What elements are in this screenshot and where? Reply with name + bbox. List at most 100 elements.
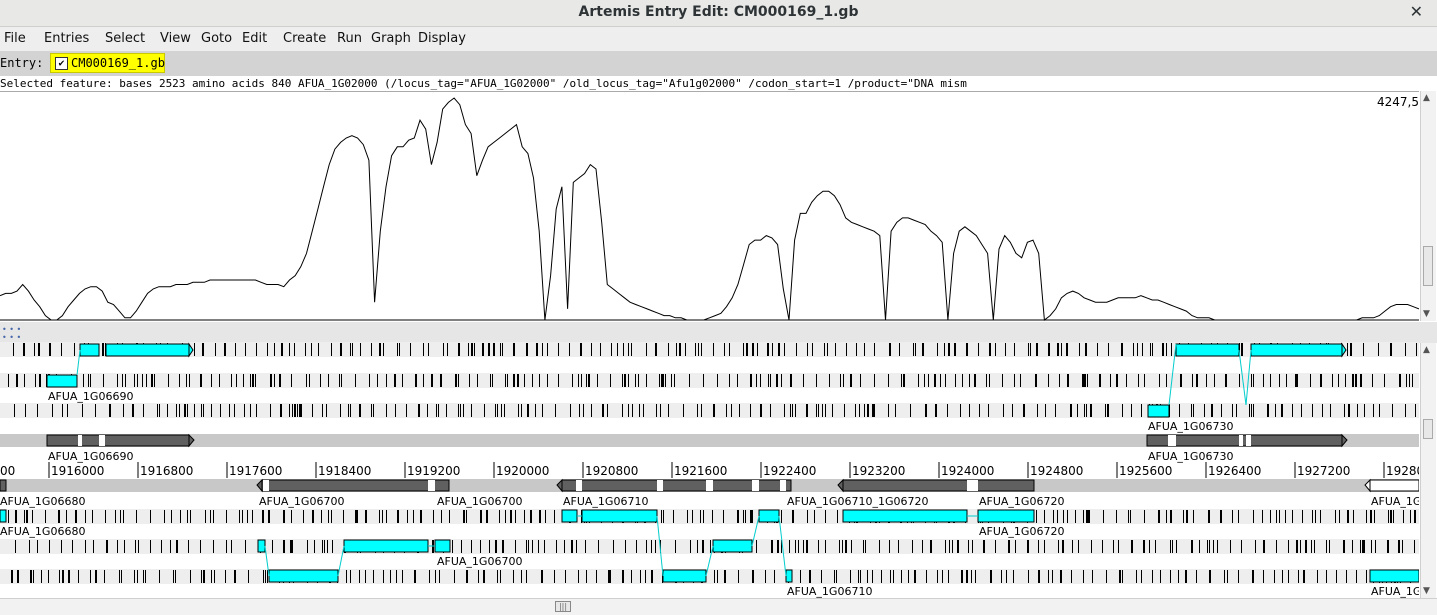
menu-display[interactable]: Display bbox=[418, 31, 466, 46]
stop-codon-mark bbox=[1110, 374, 1111, 387]
stop-codon-mark bbox=[547, 343, 548, 356]
stop-codon-mark bbox=[668, 343, 669, 356]
stop-codon-mark bbox=[585, 540, 586, 553]
stop-codon-mark bbox=[281, 343, 283, 356]
horizontal-scroll-thumb[interactable]: ||| bbox=[555, 601, 571, 612]
close-icon[interactable]: ✕ bbox=[1409, 2, 1423, 21]
exon-afua-1g06730-a[interactable] bbox=[1175, 343, 1240, 357]
exon-afua-1g06710-d[interactable] bbox=[712, 539, 753, 553]
exon-afua-1g06720-a[interactable] bbox=[842, 509, 968, 523]
exon-afua-1g06700-b[interactable] bbox=[343, 539, 429, 553]
exon-afua-1g06720-b[interactable] bbox=[977, 509, 1035, 523]
exon-afua-1g06710-f[interactable] bbox=[785, 569, 793, 583]
stop-codon-mark bbox=[202, 343, 204, 356]
stop-codon-mark bbox=[695, 343, 696, 356]
ruler-label: 1924800 bbox=[1030, 464, 1083, 478]
exon-afua-1g06710-b[interactable] bbox=[581, 509, 658, 523]
exon-afua-1g06690-b[interactable] bbox=[105, 343, 190, 357]
exon-afua-1g06730-b[interactable] bbox=[1250, 343, 1343, 357]
stop-codon-mark bbox=[355, 510, 357, 523]
exon-afua-1g06700-a[interactable] bbox=[257, 539, 266, 553]
stop-codon-mark bbox=[502, 343, 503, 356]
menu-entries[interactable]: Entries bbox=[44, 31, 90, 46]
stop-codon-mark bbox=[571, 540, 573, 553]
exon-afua-1g06690-c[interactable] bbox=[46, 374, 78, 388]
gene-afua-1g06700[interactable] bbox=[261, 479, 450, 492]
exon-afua-1g06710-c[interactable] bbox=[758, 509, 780, 523]
drag-handle-icon[interactable]: • • • bbox=[2, 325, 22, 334]
stop-codon-mark bbox=[134, 374, 135, 387]
stop-codon-mark bbox=[1270, 374, 1271, 387]
menu-goto[interactable]: Goto bbox=[201, 31, 233, 46]
menu-view[interactable]: View bbox=[160, 31, 191, 46]
exon-afua-1g06700-d[interactable] bbox=[268, 569, 339, 583]
scroll-up-icon-2[interactable]: ▲ bbox=[1423, 345, 1430, 355]
gene-afua-1g06730[interactable] bbox=[1146, 434, 1343, 447]
gene-afua-1g06690[interactable] bbox=[46, 434, 190, 447]
stop-codon-mark bbox=[738, 570, 739, 583]
stop-codon-mark bbox=[1230, 540, 1231, 553]
gene-afua-1g-partial[interactable] bbox=[1369, 479, 1419, 492]
menu-graph[interactable]: Graph bbox=[371, 31, 411, 46]
panel-divider[interactable]: • • • • • • bbox=[0, 322, 1437, 343]
stop-codon-mark bbox=[1006, 570, 1007, 583]
exon-afua-1g06700-c[interactable] bbox=[434, 539, 451, 553]
exon-afua-1g06710-a[interactable] bbox=[561, 509, 578, 523]
feature-scrollbar[interactable]: ▲ ▼ bbox=[1420, 343, 1436, 598]
menu-run[interactable]: Run bbox=[337, 31, 362, 46]
stop-codon-mark bbox=[631, 343, 632, 356]
stop-codon-mark bbox=[564, 540, 565, 553]
menu-edit[interactable]: Edit bbox=[242, 31, 268, 46]
entry-label: Entry: bbox=[0, 56, 44, 70]
stop-codon-mark bbox=[673, 510, 674, 523]
stop-codon-mark bbox=[832, 404, 833, 417]
stop-codon-mark bbox=[1186, 510, 1188, 523]
stop-codon-mark bbox=[243, 374, 244, 387]
stop-codon-mark bbox=[250, 404, 251, 417]
entry-bar: Entry: ✔ CM000169_1.gb bbox=[0, 51, 1437, 76]
stop-codon-mark bbox=[890, 570, 891, 583]
stop-codon-mark bbox=[729, 374, 730, 387]
menu-file[interactable]: File bbox=[4, 31, 26, 46]
scroll-up-icon[interactable]: ▲ bbox=[1423, 93, 1430, 103]
exon-afua-1g06730-c[interactable] bbox=[1147, 404, 1170, 418]
horizontal-scrollbar[interactable]: ||| bbox=[0, 598, 1437, 615]
scroll-down-icon-2[interactable]: ▼ bbox=[1423, 586, 1430, 596]
stop-codon-mark bbox=[1077, 404, 1078, 417]
feature-scroll-thumb[interactable] bbox=[1423, 419, 1433, 439]
exon-afua-1g06680[interactable] bbox=[0, 509, 7, 523]
feature-display[interactable]: 00 1916000 1916800 1917600 1918400 1919200 192… bbox=[0, 342, 1419, 598]
stop-codon-mark bbox=[67, 404, 68, 417]
stop-codon-mark bbox=[1403, 510, 1404, 523]
stop-codon-mark bbox=[1086, 510, 1088, 523]
exon-afua-1g-partial[interactable] bbox=[1369, 569, 1419, 583]
stop-codon-mark bbox=[579, 404, 580, 417]
checkbox-icon[interactable]: ✔ bbox=[55, 57, 68, 70]
ruler-label: 1920800 bbox=[585, 464, 638, 478]
menu-create[interactable]: Create bbox=[283, 31, 327, 46]
stop-codon-mark bbox=[397, 510, 399, 523]
ruler-label: 1921600 bbox=[674, 464, 727, 478]
stop-codon-mark bbox=[85, 510, 86, 523]
stop-codon-mark bbox=[248, 570, 249, 583]
entry-toggle-button[interactable]: ✔ CM000169_1.gb bbox=[50, 53, 165, 73]
scroll-down-icon[interactable]: ▼ bbox=[1423, 309, 1430, 319]
stop-codon-mark bbox=[538, 540, 539, 553]
exon-afua-1g06690-a[interactable] bbox=[79, 343, 100, 357]
stop-codon-mark bbox=[307, 540, 308, 553]
graph-scroll-thumb[interactable] bbox=[1423, 246, 1433, 286]
graph-scrollbar[interactable]: ▲ ▼ bbox=[1420, 91, 1436, 321]
stop-codon-mark bbox=[1221, 404, 1222, 417]
exon-afua-1g06710-e[interactable] bbox=[662, 569, 707, 583]
stop-codon-mark bbox=[1028, 570, 1029, 583]
gene-afua-1g06720[interactable] bbox=[842, 479, 1035, 492]
stop-codon-mark bbox=[1023, 404, 1025, 417]
gc-graph-panel[interactable]: 4247,5 bbox=[0, 91, 1420, 323]
stop-codon-mark bbox=[66, 510, 67, 523]
gene-afua-1g06680[interactable] bbox=[0, 479, 7, 492]
stop-codon-mark bbox=[1086, 404, 1087, 417]
menu-select[interactable]: Select bbox=[105, 31, 146, 46]
stop-codon-mark bbox=[646, 374, 647, 387]
drag-handle-icon-2[interactable]: • • • bbox=[2, 333, 22, 342]
stop-codon-mark bbox=[800, 570, 801, 583]
